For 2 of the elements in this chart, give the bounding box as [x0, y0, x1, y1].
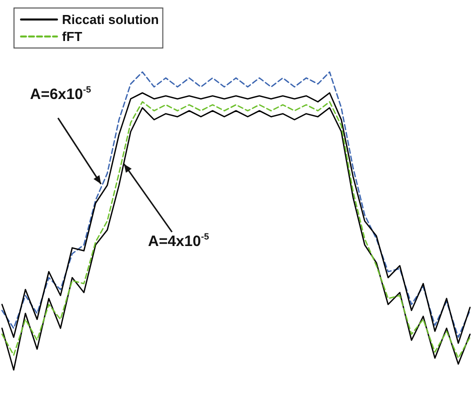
legend-label: fFT — [62, 29, 82, 44]
legend-label: Riccati solution — [62, 12, 159, 27]
